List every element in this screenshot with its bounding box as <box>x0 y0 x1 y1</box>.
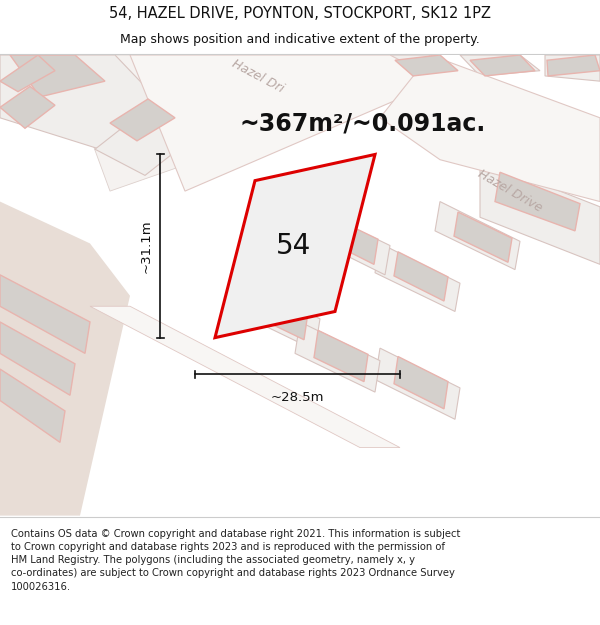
Polygon shape <box>110 99 175 141</box>
Polygon shape <box>394 252 448 301</box>
Polygon shape <box>454 212 512 262</box>
Polygon shape <box>314 331 368 382</box>
Polygon shape <box>0 275 90 353</box>
Polygon shape <box>215 154 375 338</box>
Polygon shape <box>547 55 600 76</box>
Polygon shape <box>380 55 600 201</box>
Text: ~28.5m: ~28.5m <box>271 391 324 404</box>
Text: Hazel Drive: Hazel Drive <box>476 168 544 215</box>
Polygon shape <box>470 55 535 76</box>
Polygon shape <box>295 322 380 392</box>
Text: 54: 54 <box>275 231 311 259</box>
Polygon shape <box>0 55 55 92</box>
Polygon shape <box>0 369 65 442</box>
Polygon shape <box>460 55 540 76</box>
Text: 54, HAZEL DRIVE, POYNTON, STOCKPORT, SK12 1PZ: 54, HAZEL DRIVE, POYNTON, STOCKPORT, SK1… <box>109 6 491 21</box>
Polygon shape <box>375 348 460 419</box>
Polygon shape <box>60 55 410 191</box>
Polygon shape <box>395 55 458 76</box>
Polygon shape <box>95 102 205 176</box>
Polygon shape <box>480 159 600 264</box>
Polygon shape <box>495 173 580 231</box>
Polygon shape <box>0 55 160 149</box>
Text: ~367m²/~0.091ac.: ~367m²/~0.091ac. <box>240 111 486 135</box>
Polygon shape <box>90 306 400 448</box>
Text: ~31.1m: ~31.1m <box>139 219 152 273</box>
Polygon shape <box>0 322 75 395</box>
Polygon shape <box>235 280 320 350</box>
Text: Map shows position and indicative extent of the property.: Map shows position and indicative extent… <box>120 33 480 46</box>
Polygon shape <box>0 201 130 516</box>
Polygon shape <box>254 289 308 340</box>
Polygon shape <box>435 201 520 269</box>
Polygon shape <box>380 55 480 102</box>
Polygon shape <box>394 356 448 409</box>
Polygon shape <box>130 55 440 191</box>
Polygon shape <box>324 215 378 264</box>
Text: Hazel Dri: Hazel Dri <box>230 57 286 95</box>
Polygon shape <box>0 86 55 128</box>
Polygon shape <box>545 55 600 81</box>
Polygon shape <box>10 55 105 97</box>
Text: Contains OS data © Crown copyright and database right 2021. This information is : Contains OS data © Crown copyright and d… <box>11 529 460 591</box>
Polygon shape <box>375 243 460 311</box>
Polygon shape <box>305 207 390 275</box>
